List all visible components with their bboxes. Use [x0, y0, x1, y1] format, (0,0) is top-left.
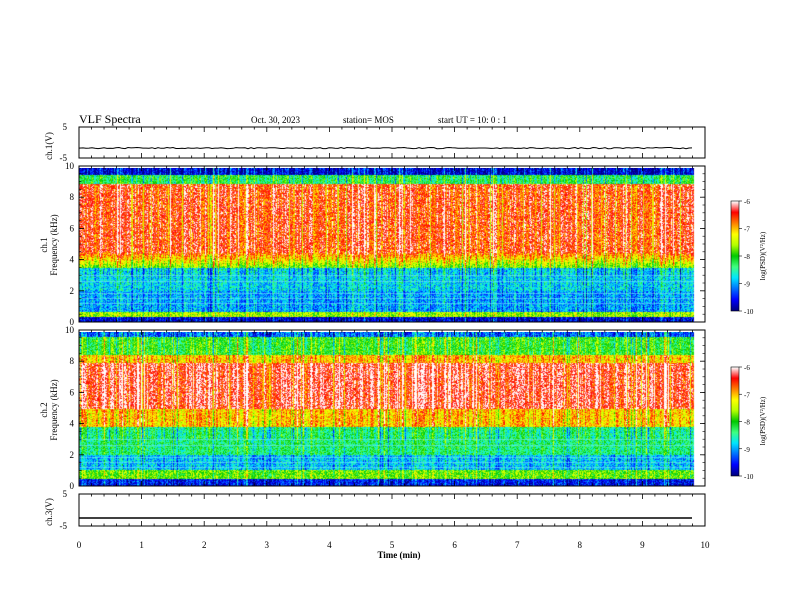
x-tick-label: 5 — [390, 540, 395, 550]
ch1-spectrogram-ylabel-freq: Frequency (kHz) — [49, 214, 59, 275]
ch1-spectrogram-wrap — [79, 168, 705, 322]
figure-title: VLF Spectra — [79, 112, 141, 126]
ch1-spectrogram-ytick-label: 0 — [70, 317, 75, 327]
ch2-spectrogram-ytick-label: 8 — [70, 356, 75, 366]
ch1-voltage-ytick-label: -5 — [60, 153, 68, 163]
colorbar-tick-label: -8 — [744, 419, 750, 427]
x-tick-label: 3 — [265, 540, 270, 550]
ch1-colorbar-wrap — [731, 201, 739, 311]
x-tick-label: 7 — [515, 540, 520, 550]
ch2-spectrogram-ytick-label: 4 — [70, 419, 75, 429]
x-tick-label: 8 — [578, 540, 583, 550]
ch2-colorbar — [731, 367, 739, 476]
ch3-voltage-ylabel: ch.3(V) — [44, 498, 54, 526]
ch1-spectrogram-ytick-label: 2 — [70, 286, 75, 296]
ch2-spectrogram — [79, 332, 705, 486]
ch2-spectrogram-wrap — [79, 332, 705, 486]
x-axis-label: Time (min) — [377, 550, 420, 560]
ch2-spectrogram-ylabel-freq: Frequency (kHz) — [49, 379, 59, 440]
x-tick-label: 1 — [139, 540, 144, 550]
colorbar-tick-label: -7 — [744, 226, 750, 234]
ch1-voltage-trace — [78, 146, 693, 150]
x-tick-label: 0 — [77, 540, 82, 550]
ch2-colorbar-label: log(PSD)(V²/Hz) — [759, 396, 767, 445]
x-tick-label: 2 — [202, 540, 207, 550]
header-date: Oct. 30, 2023 — [251, 115, 300, 125]
ch2-spectrogram-ylabel-channel: ch.2 — [39, 402, 49, 417]
ch1-colorbar-label: log(PSD)(V²/Hz) — [759, 231, 767, 280]
ch2-spectrogram-ytick-label: 2 — [70, 450, 75, 460]
colorbar-tick-label: -6 — [744, 364, 750, 372]
colorbar-tick-label: -10 — [744, 473, 754, 481]
colorbar-tick-label: -6 — [744, 198, 750, 206]
ch1-spectrogram-ytick-label: 6 — [70, 223, 75, 233]
ch2-spectrogram-ytick-label: 0 — [70, 481, 75, 491]
ch1-voltage-ytick-label: 5 — [63, 122, 68, 132]
ch1-voltage-ylabel: ch.1(V) — [44, 132, 54, 160]
x-tick-label: 6 — [452, 540, 457, 550]
colorbar-tick-label: -9 — [744, 281, 750, 289]
ch3-voltage-ytick-label: 5 — [63, 489, 68, 499]
ch1-spectrogram-ytick-label: 4 — [70, 255, 75, 265]
colorbar-tick-label: -8 — [744, 253, 750, 261]
ch1-spectrogram-ytick-label: 10 — [65, 161, 75, 171]
header-station: station= MOS — [343, 115, 394, 125]
x-tick-label: 9 — [640, 540, 645, 550]
ch2-spectrogram-ytick-label: 6 — [70, 387, 75, 397]
ch1-spectrogram-ylabel-channel: ch.1 — [39, 237, 49, 252]
ch1-spectrogram — [79, 168, 705, 322]
colorbar-tick-label: -7 — [744, 391, 750, 399]
ch2-spectrogram-ytick-label: 10 — [65, 325, 75, 335]
x-tick-label: 10 — [701, 540, 711, 550]
colorbar-tick-label: -9 — [744, 446, 750, 454]
ch1-colorbar — [731, 201, 739, 311]
ch2-colorbar-wrap — [731, 367, 739, 476]
header-start-time: start UT = 10: 0 : 1 — [438, 115, 507, 125]
ch3-voltage-ytick-label: -5 — [60, 521, 68, 531]
x-tick-label: 4 — [327, 540, 332, 550]
colorbar-tick-label: -10 — [744, 308, 754, 316]
ch1-spectrogram-ytick-label: 8 — [70, 192, 75, 202]
